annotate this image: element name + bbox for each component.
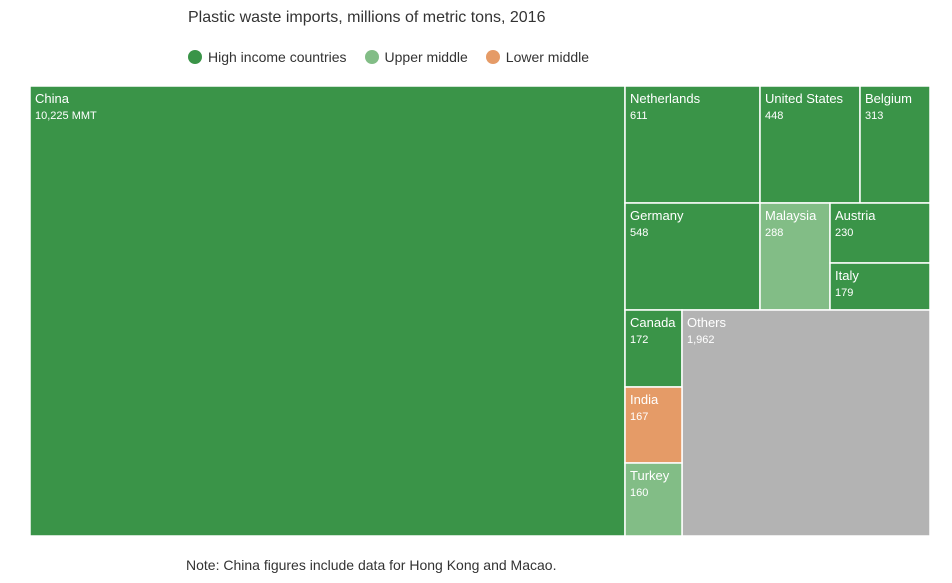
treemap-cell-austria: Austria 230 — [829, 202, 931, 264]
treemap-label-malaysia: Malaysia — [765, 208, 817, 223]
treemap-label-others: Others — [687, 315, 727, 330]
treemap-label-china: China — [35, 91, 70, 106]
treemap-cell-malaysia: Malaysia 288 — [759, 202, 831, 311]
treemap-cell-united-states: United States 448 — [759, 85, 861, 204]
treemap-label-belgium: Belgium — [865, 91, 912, 106]
treemap-value-canada: 172 — [630, 334, 648, 346]
treemap-rect-austria — [829, 202, 931, 264]
treemap-cell-netherlands: Netherlands 611 — [624, 85, 761, 204]
treemap-label-austria: Austria — [835, 208, 876, 223]
treemap-label-netherlands: Netherlands — [630, 91, 701, 106]
treemap-rect-netherlands — [624, 85, 761, 204]
treemap-cell-belgium: Belgium 313 — [859, 85, 931, 204]
treemap-rect-canada — [624, 309, 683, 388]
legend-swatch-lower — [485, 50, 500, 64]
treemap-value-malaysia: 288 — [765, 227, 783, 239]
treemap-cell-germany: Germany 548 — [624, 202, 761, 311]
treemap-label-united-states: United States — [765, 91, 844, 106]
legend-label-upper: Upper middle — [384, 49, 468, 65]
chart-title: Plastic waste imports, millions of metri… — [188, 9, 546, 26]
treemap-label-germany: Germany — [630, 208, 684, 223]
treemap-rect-turkey — [624, 462, 683, 537]
legend-swatch-upper — [364, 50, 379, 64]
treemap-value-turkey: 160 — [630, 487, 648, 499]
treemap-label-turkey: Turkey — [630, 468, 670, 483]
treemap-cell-india: India 167 — [624, 386, 683, 464]
treemap-value-germany: 548 — [630, 227, 648, 239]
treemap-label-india: India — [630, 392, 659, 407]
treemap-rect-china — [29, 85, 626, 537]
legend-item-high: High income countries — [188, 49, 347, 65]
treemap-rect-others — [681, 309, 931, 537]
chart-note: Note: China figures include data for Hon… — [186, 557, 557, 573]
treemap-value-united-states: 448 — [765, 110, 783, 122]
treemap-value-netherlands: 611 — [630, 110, 648, 122]
legend-label-lower: Lower middle — [505, 49, 590, 65]
treemap-value-china: 10,225 MMT — [35, 110, 97, 122]
treemap-value-others: 1,962 — [687, 334, 715, 346]
treemap-value-italy: 179 — [835, 287, 853, 299]
legend-swatch-high — [188, 50, 202, 64]
legend-label-high: High income countries — [208, 49, 347, 65]
treemap-cell-china: China 10,225 MMT — [29, 85, 626, 537]
legend-item-lower: Lower middle — [485, 49, 590, 65]
treemap-rect-italy — [829, 262, 931, 311]
legend-item-upper: Upper middle — [364, 49, 468, 65]
treemap-cell-others: Others 1,962 — [681, 309, 931, 537]
treemap-cell-canada: Canada 172 — [624, 309, 683, 388]
treemap-value-belgium: 313 — [865, 110, 883, 122]
treemap-label-canada: Canada — [630, 315, 676, 330]
treemap-cell-turkey: Turkey 160 — [624, 462, 683, 537]
treemap-cell-italy: Italy 179 — [829, 262, 931, 311]
treemap-label-italy: Italy — [835, 268, 859, 283]
treemap-value-india: 167 — [630, 411, 648, 423]
legend: High income countries Upper middle Lower… — [188, 49, 607, 65]
treemap-value-austria: 230 — [835, 227, 853, 239]
